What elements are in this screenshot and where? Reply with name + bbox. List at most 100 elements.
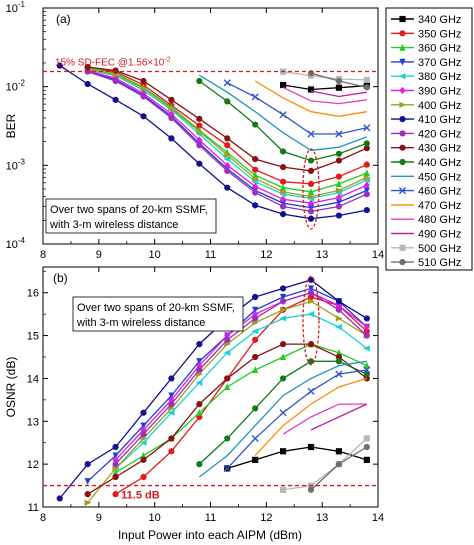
a-point-430-ghz (363, 145, 370, 152)
b-point-410-ghz (140, 409, 147, 416)
legend-swatch-marker (399, 58, 406, 66)
b-y-tick-label: 12 (27, 459, 39, 471)
a-point-420-ghz (335, 203, 343, 210)
a-point-360-ghz (307, 188, 315, 195)
b-point-430-ghz (112, 473, 119, 481)
b-point-340-ghz (279, 448, 287, 455)
legend-item-430-ghz: 430 GHz (391, 143, 461, 155)
b-point-410-ghz (363, 315, 370, 322)
a-point-420-ghz (363, 191, 370, 198)
b-point-340-ghz (335, 448, 343, 455)
b-point-400-ghz (335, 315, 343, 322)
a-point-340-ghz (307, 86, 315, 93)
b-x-tick-label: 11 (205, 512, 216, 524)
b-point-410-ghz (112, 443, 119, 451)
b-point-440-ghz (252, 405, 259, 412)
b-line-450-ghz (198, 360, 367, 478)
b-point-370-ghz (307, 285, 315, 293)
b-point-440-ghz (224, 435, 231, 442)
b-point-380-ghz (195, 379, 203, 386)
a-point-410-ghz (112, 96, 119, 103)
a-point-360-ghz (279, 183, 287, 191)
a-series-420-ghz (84, 68, 370, 215)
legend-item-460-ghz: 460 GHz (391, 186, 461, 198)
a-point-430-ghz (140, 77, 147, 85)
b-y-tick-label: 11 (28, 502, 39, 514)
a-series-450-ghz (198, 74, 368, 152)
legend-swatch-marker (399, 244, 406, 251)
a-point-350-ghz (335, 173, 343, 180)
panel-b-annotation-line-2: with 3-m wireless distance (76, 317, 205, 329)
a-point-390-ghz (224, 161, 231, 169)
b-point-420-ghz (112, 461, 119, 468)
a-x-tick-label: 14 (372, 249, 384, 261)
a-x-tick-label: 10 (149, 249, 161, 261)
b-point-500-ghz (363, 435, 370, 442)
a-point-390-ghz (252, 182, 259, 190)
panel-a-ylabel: BER (4, 113, 18, 138)
b-point-390-ghz (140, 426, 147, 434)
legend-item-380-ghz: 380 GHz (391, 71, 461, 83)
panel-a-annotation-line-1: Over two spans of 20-km SSMF, (50, 204, 208, 216)
a-point-430-ghz (84, 63, 91, 71)
legend-item-470-ghz: 470 GHz (391, 200, 461, 212)
legend-label: 500 GHz (418, 243, 461, 255)
b-point-420-ghz (335, 306, 343, 313)
a-x-tick-label: 9 (96, 249, 102, 261)
b-point-440-ghz (363, 371, 370, 378)
b-point-430-ghz (84, 491, 91, 498)
panel-b-tag: (b) (53, 271, 68, 285)
a-point-510-ghz (335, 77, 343, 85)
b-series-480-ghz (282, 403, 367, 435)
b-point-370-ghz (140, 422, 147, 430)
b-point-360-ghz (279, 353, 287, 361)
a-point-360-ghz (363, 169, 370, 177)
legend-box (385, 7, 473, 271)
panel-a-series (56, 62, 371, 222)
a-point-430-ghz (307, 167, 315, 174)
a-point-380-ghz (223, 156, 231, 163)
b-series-490-ghz (310, 403, 368, 431)
a-point-350-ghz (252, 166, 259, 173)
panel-a-annotation: Over two spans of 20-km SSMF, with 3-m w… (45, 198, 217, 234)
legend-items: 340 GHz 350 GHz 360 GHz 370 GHz 380 GHz 390 G… (391, 14, 461, 269)
b-point-460-ghz (279, 409, 287, 417)
b-y-tick-label: 15 (27, 331, 39, 343)
b-series-460-ghz (223, 366, 371, 473)
b-point-440-ghz (307, 358, 315, 365)
panel-b-annotation: Over two spans of 20-km SSMF, with 3-m w… (72, 296, 244, 332)
b-point-420-ghz (279, 298, 287, 305)
legend-label: 340 GHz (418, 14, 461, 26)
legend-item-400-ghz: 400 GHz (391, 100, 461, 112)
b-point-510-ghz (307, 486, 315, 493)
a-point-400-ghz (363, 174, 371, 181)
a-point-370-ghz (307, 204, 315, 212)
panel-b: 8 9 10 11 12 13 14 11 12 13 14 15 16 11.5 dB (b) Ove… (4, 266, 384, 524)
b-x-tick-label: 12 (260, 512, 272, 524)
legend-label: 380 GHz (418, 71, 461, 83)
b-point-460-ghz (251, 434, 259, 443)
a-point-430-ghz (252, 156, 259, 163)
a-line-500-ghz (283, 71, 367, 81)
a-point-400-ghz (196, 128, 204, 135)
a-y-tick-label: 10-1 (6, 0, 26, 15)
b-point-390-ghz (252, 310, 259, 318)
legend: 340 GHz 350 GHz 360 GHz 370 GHz 380 GHz 390 G… (385, 7, 473, 271)
a-point-350-ghz (224, 142, 231, 149)
b-point-420-ghz (252, 315, 259, 322)
b-line-430-ghz (87, 343, 368, 495)
b-point-350-ghz (307, 293, 315, 301)
a-line-340-ghz (282, 84, 367, 91)
b-line-460-ghz (226, 369, 367, 469)
legend-swatch-marker (399, 259, 406, 266)
a-point-390-ghz (335, 193, 343, 202)
legend-item-350-ghz: 350 GHz (391, 28, 461, 40)
a-line-450-ghz (198, 74, 368, 152)
b-point-360-ghz (252, 366, 259, 373)
b-line-470-ghz (254, 377, 367, 457)
panel-a-fec-threshold-text: 15% SD-FEC @1.56×10 (55, 57, 165, 68)
a-point-400-ghz (168, 105, 176, 112)
panel-b-ticks: 8 9 10 11 12 13 14 11 12 13 14 15 16 (27, 267, 384, 524)
a-point-390-ghz (196, 136, 203, 144)
legend-label: 350 GHz (418, 28, 461, 40)
